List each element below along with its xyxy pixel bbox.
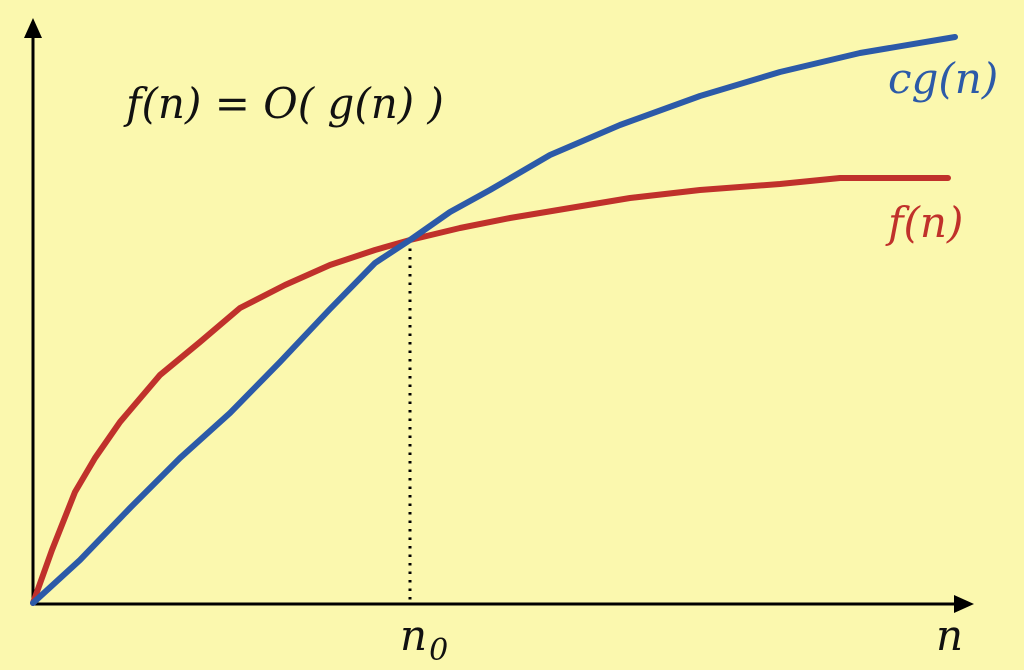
n0-base: n bbox=[400, 611, 427, 660]
f-curve-label: f(n) bbox=[885, 198, 963, 247]
x-axis-arrowhead bbox=[954, 595, 974, 613]
n0-subscript: 0 bbox=[429, 633, 448, 668]
y-axis-arrowhead bbox=[24, 18, 42, 38]
cg-curve-label: cg(n) bbox=[888, 54, 998, 103]
x-axis-label: n bbox=[936, 611, 963, 660]
cg-curve bbox=[30, 34, 958, 606]
title-formula: f(n) = O( g(n) ) bbox=[123, 79, 444, 128]
n0-label: n0 bbox=[400, 611, 448, 668]
f-curve bbox=[30, 175, 951, 606]
